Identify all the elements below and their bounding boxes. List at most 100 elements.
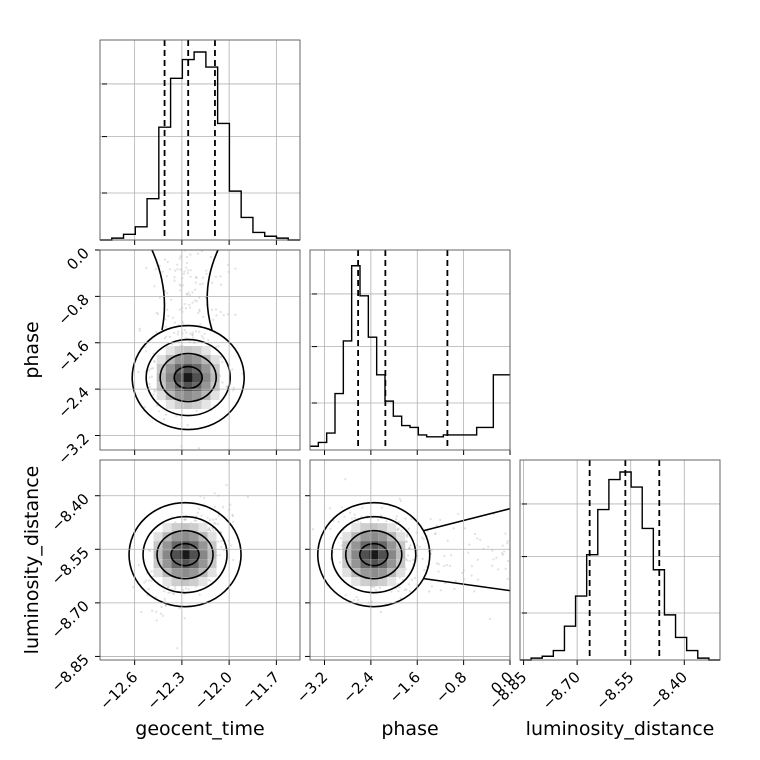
histogram-phase [310, 265, 510, 447]
scatter-point [198, 593, 201, 596]
scatter-point [153, 390, 156, 393]
panel-frame-phase-vs-luminosity-distance [309, 459, 511, 661]
scatter-point [357, 598, 360, 602]
scatter-point [166, 260, 169, 264]
density-cell [369, 568, 379, 578]
scatter-point [172, 592, 175, 595]
density-cell [396, 532, 406, 542]
scatter-point [155, 610, 158, 613]
scatter-point [185, 292, 188, 296]
density-cell [387, 559, 397, 569]
density-cell [171, 577, 181, 587]
scatter-point [195, 276, 198, 279]
scatter-point [145, 267, 148, 270]
density-cell [198, 559, 208, 569]
density-cell [198, 577, 208, 587]
scatter-point [153, 285, 156, 288]
contour-geocent-time-vs-phase-0 [173, 365, 203, 390]
density-cell [192, 355, 202, 365]
density-cell [351, 523, 361, 533]
scatter-point [430, 585, 433, 588]
scatter-point [207, 528, 210, 531]
density-cell [180, 523, 190, 533]
scatter-point [446, 539, 449, 542]
contour-phase-vs-luminosity-distance-1 [344, 529, 403, 580]
scatter-point [435, 562, 438, 565]
scatter-point [194, 330, 197, 333]
histogram-luminosity-distance [520, 471, 720, 661]
scatter-point [219, 310, 222, 314]
scatter-point [178, 308, 181, 311]
scatter-point [492, 558, 495, 561]
scatter-point [155, 311, 158, 314]
scatter-point [434, 532, 437, 535]
scatter-point [183, 302, 186, 306]
scatter-point [221, 360, 224, 364]
scatter-point [206, 516, 209, 520]
x-tick-label-luminosity-distance-1: −8.70 [539, 668, 584, 713]
text-layer: −12.6 −12.3 −12.0 −11.7 −3.2 −2.4 −1.6 −0.8 0.0−… [48, 244, 692, 713]
scatter-point [165, 275, 168, 278]
scatter-point [171, 316, 175, 319]
scatter-point [421, 557, 424, 560]
scatter-point [163, 597, 166, 600]
x-tick-label-luminosity-distance-3: −8.40 [646, 668, 691, 713]
contour-geocent-time-vs-phase-1 [159, 352, 217, 403]
scatter-point [176, 647, 179, 650]
density-cell [189, 523, 199, 533]
scatter-point [231, 368, 234, 371]
scatter-point [200, 514, 203, 517]
scatter-point [404, 568, 408, 571]
scatter-point [491, 564, 494, 567]
scatter-point [444, 582, 447, 585]
scatter-point [218, 554, 221, 557]
scatter-point [161, 270, 164, 273]
scatter-point [397, 521, 401, 524]
scatter-point [177, 330, 180, 333]
scatter-point [164, 335, 168, 338]
scatter-point [215, 517, 218, 521]
scatter-point [168, 268, 171, 271]
scatter-point [200, 335, 204, 338]
scatter-point [340, 506, 344, 509]
scatter-point [164, 325, 167, 328]
y-tick-label-luminosity-distance-0: −8.85 [48, 651, 93, 696]
scatter-point [158, 264, 161, 268]
scatter-point [185, 266, 188, 269]
density-cell [174, 355, 184, 365]
density-cell [192, 400, 202, 410]
scatter-point [473, 590, 476, 593]
scatter-point [153, 389, 156, 392]
scatter-point [376, 518, 380, 522]
scatter-point [148, 369, 151, 372]
scatter-point [207, 338, 210, 342]
scatter-point [183, 270, 186, 273]
scatter-point [155, 330, 158, 334]
scatter-point [189, 293, 192, 297]
density-group-geocent-time-vs-phase [131, 250, 245, 431]
scatter-point [470, 565, 474, 568]
scatter-point [435, 524, 438, 527]
y-tick-label-phase-1: −2.4 [54, 383, 92, 421]
scatter-point [457, 512, 460, 516]
scatter-point [380, 506, 384, 509]
scatter-point [476, 558, 479, 561]
marks-layer [100, 40, 720, 661]
scatter-point [467, 551, 470, 554]
scatter-point [158, 296, 162, 299]
scatter-point [504, 532, 507, 535]
scatter-point [191, 331, 194, 334]
scatter-point [241, 372, 244, 375]
scatter-point [179, 268, 182, 271]
contour-geocent-time-vs-luminosity-distance-3 [128, 501, 242, 608]
scatter-point [176, 263, 179, 266]
scatter-point [167, 315, 170, 318]
density-cell [189, 568, 199, 578]
scatter-point [187, 291, 190, 294]
scatter-point [168, 335, 172, 338]
scatter-point [488, 617, 491, 620]
scatter-point [229, 503, 232, 506]
scatter-point [163, 258, 167, 261]
density-cell [351, 541, 361, 551]
scatter-point [212, 318, 215, 321]
